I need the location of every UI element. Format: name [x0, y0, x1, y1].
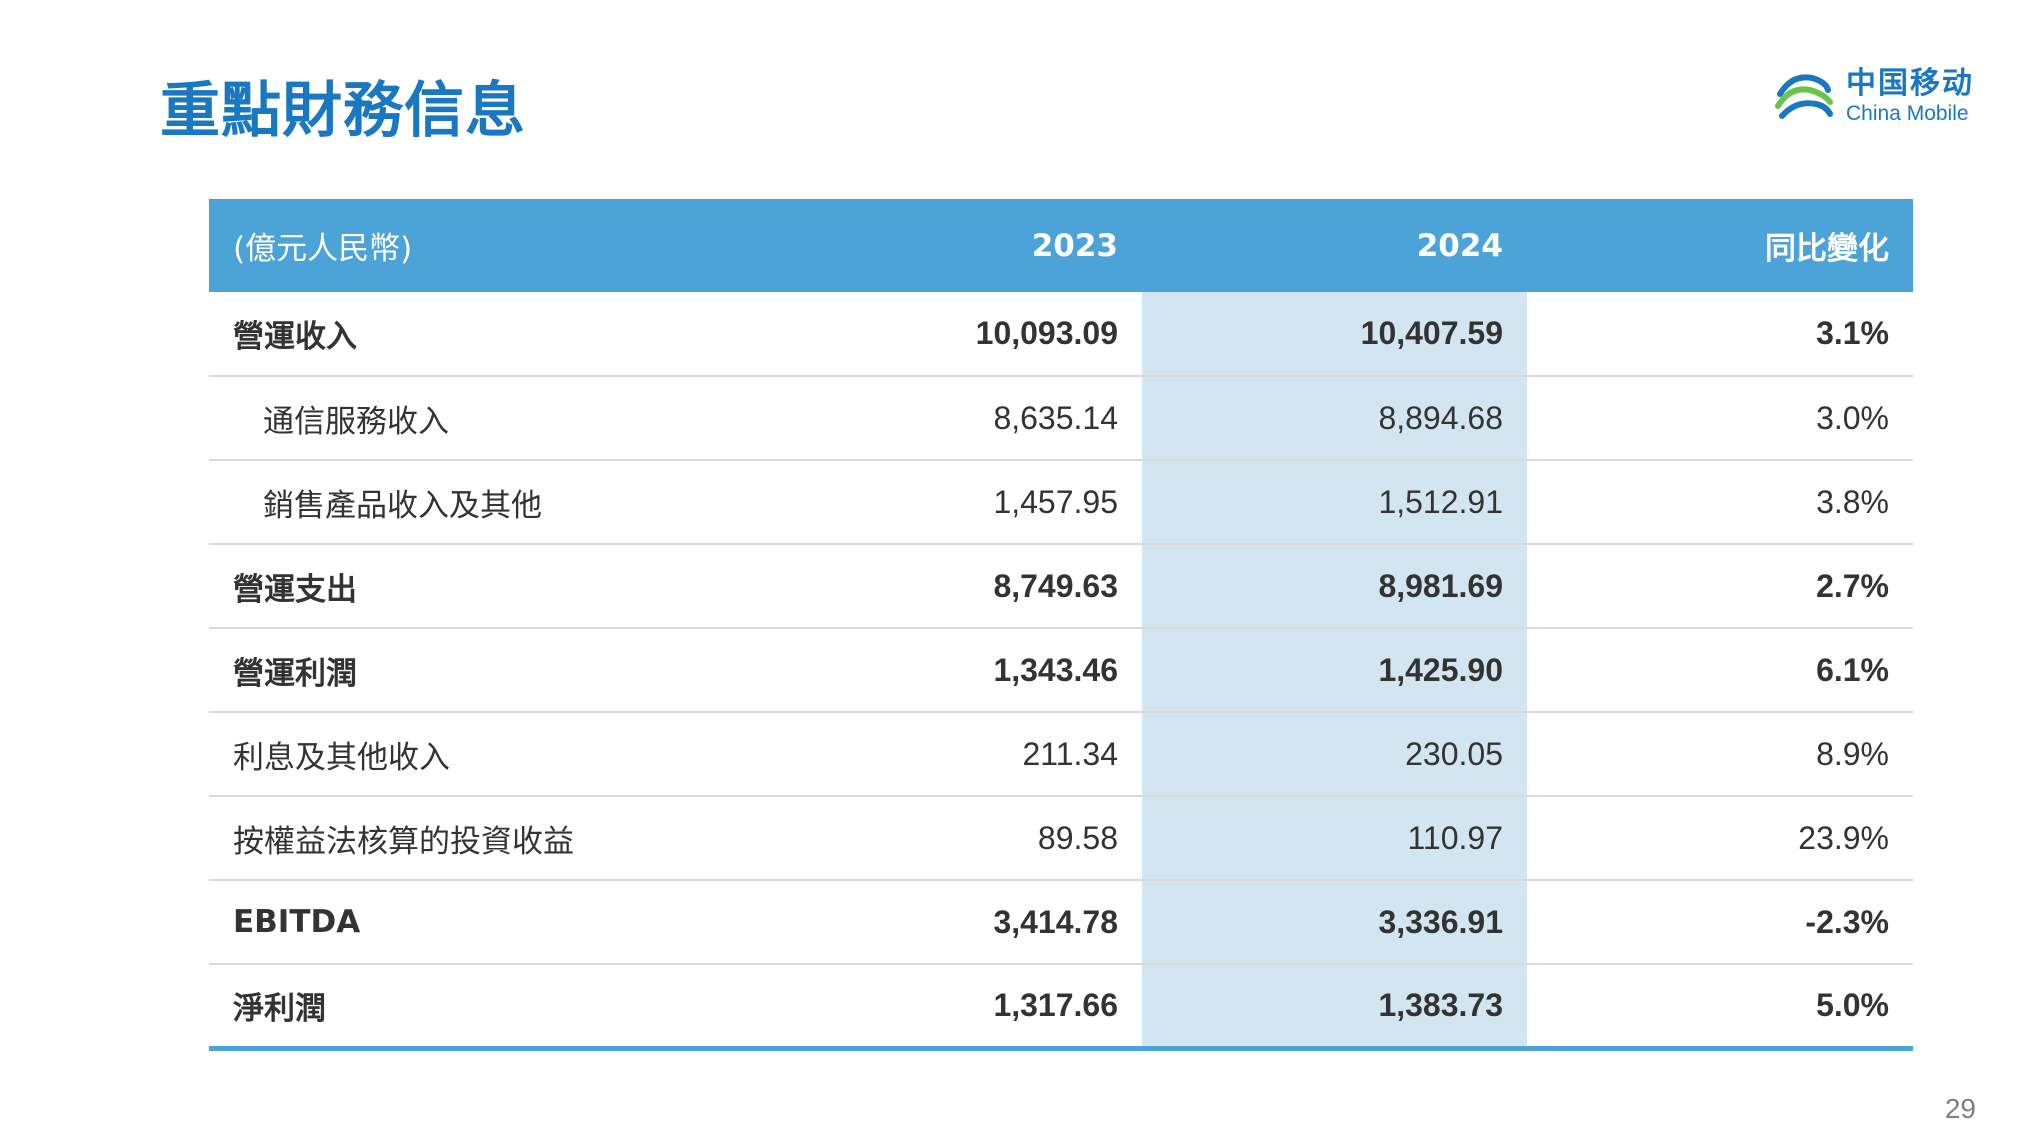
table-header: (億元人民幣) 2023 2024 同比變化 — [209, 199, 1913, 292]
value-2024: 1,512.91 — [1142, 460, 1527, 544]
row-label: 營運利潤 — [233, 655, 357, 692]
value-change: 5.0% — [1816, 986, 1889, 1023]
header-2024: 2024 — [1416, 227, 1503, 264]
row-label: 營運收入 — [233, 319, 357, 355]
header-2023: 2023 — [1031, 227, 1118, 264]
row-label: 營運支出 — [233, 571, 357, 608]
value-2024: 230.05 — [1142, 712, 1527, 796]
value-2024: 10,407.59 — [1142, 292, 1527, 376]
value-2023: 3,414.78 — [993, 903, 1118, 940]
table-row: EBITDA 3,414.78 3,336.91 -2.3% — [209, 880, 1913, 964]
table-row: 營運支出 8,749.63 8,981.69 2.7% — [209, 544, 1913, 628]
value-2023: 1,317.66 — [993, 986, 1118, 1023]
logo-english-text: China Mobile — [1846, 101, 1969, 125]
value-2023: 1,343.46 — [993, 651, 1118, 688]
value-change: 3.8% — [1816, 483, 1889, 520]
table-row: 營運利潤 1,343.46 1,425.90 6.1% — [209, 628, 1913, 712]
table-header-row: (億元人民幣) 2023 2024 同比變化 — [209, 199, 1913, 292]
value-change: 3.0% — [1816, 399, 1889, 436]
value-2024: 8,894.68 — [1142, 376, 1527, 460]
financial-table: (億元人民幣) 2023 2024 同比變化 營運收入 10,093.09 10… — [209, 199, 1913, 1051]
value-2023: 1,457.95 — [993, 483, 1118, 520]
china-mobile-logo-icon — [1775, 74, 1833, 119]
value-change: 6.1% — [1816, 651, 1889, 688]
value-change: 8.9% — [1816, 735, 1889, 772]
value-change: 3.1% — [1816, 315, 1889, 351]
table-row: 利息及其他收入 211.34 230.05 8.9% — [209, 712, 1913, 796]
value-2023: 8,635.14 — [993, 399, 1118, 436]
value-2024: 110.97 — [1142, 796, 1527, 880]
page-title: 重點財務信息 — [160, 76, 526, 146]
row-label: 銷售產品收入及其他 — [263, 487, 542, 524]
value-change: -2.3% — [1805, 903, 1889, 940]
table-row: 營運收入 10,093.09 10,407.59 3.1% — [209, 292, 1913, 376]
value-2023: 10,093.09 — [975, 315, 1118, 351]
value-2023: 211.34 — [1022, 735, 1119, 772]
table-body: 營運收入 10,093.09 10,407.59 3.1% 通信服務收入 8,6… — [209, 292, 1913, 1048]
table-row: 淨利潤 1,317.66 1,383.73 5.0% — [209, 964, 1913, 1048]
financial-table-container: (億元人民幣) 2023 2024 同比變化 營運收入 10,093.09 10… — [209, 199, 1913, 1051]
table-row: 通信服務收入 8,635.14 8,894.68 3.0% — [209, 376, 1913, 460]
header-unit: (億元人民幣) — [233, 231, 413, 267]
row-label: 通信服務收入 — [263, 403, 449, 440]
value-change: 2.7% — [1816, 567, 1889, 604]
row-label: 按權益法核算的投資收益 — [233, 823, 574, 860]
table-row: 銷售產品收入及其他 1,457.95 1,512.91 3.8% — [209, 460, 1913, 544]
value-2024: 1,425.90 — [1142, 628, 1527, 712]
row-label: 利息及其他收入 — [233, 739, 450, 776]
value-change: 23.9% — [1798, 819, 1889, 856]
page-number: 29 — [1944, 1093, 1976, 1124]
china-mobile-logo: 中国移动 China Mobile — [1772, 64, 1974, 128]
value-2023: 8,749.63 — [993, 567, 1118, 604]
logo-chinese-text: 中国移动 — [1846, 65, 1974, 101]
table-row: 按權益法核算的投資收益 89.58 110.97 23.9% — [209, 796, 1913, 880]
header-yoy-change: 同比變化 — [1765, 231, 1889, 267]
value-2024: 3,336.91 — [1142, 880, 1527, 964]
row-label: EBITDA — [233, 904, 361, 940]
row-label: 淨利潤 — [233, 990, 326, 1027]
value-2024: 1,383.73 — [1142, 964, 1527, 1048]
value-2023: 89.58 — [1037, 819, 1118, 856]
value-2024: 8,981.69 — [1142, 544, 1527, 628]
